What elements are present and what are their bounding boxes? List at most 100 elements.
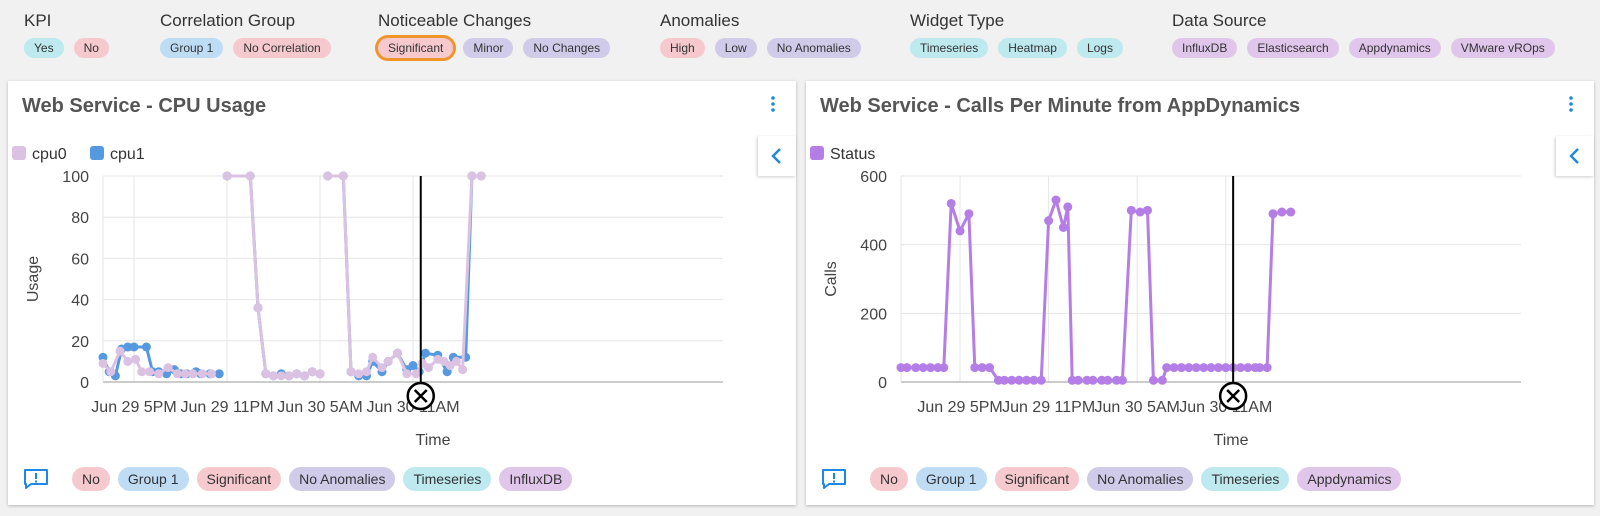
data-point-cpu0[interactable] [269,371,278,381]
data-point-cpu0[interactable] [172,369,182,379]
data-point-cpu0[interactable] [154,369,164,379]
legend-swatch-status[interactable] [810,146,824,160]
data-point-cpu0[interactable] [476,171,486,181]
data-point-cpu0[interactable] [362,367,371,377]
data-point-cpu0[interactable] [338,171,348,181]
data-point-status[interactable] [1126,205,1136,215]
filter-chip-high[interactable]: High [660,38,705,58]
feedback-icon[interactable] [820,467,848,491]
data-point-cpu1[interactable] [98,352,108,362]
data-point-status[interactable] [964,209,974,219]
data-point-status[interactable] [926,363,936,373]
legend-label-cpu0[interactable]: cpu0 [32,146,67,163]
data-point-cpu0[interactable] [354,369,364,379]
data-point-cpu0[interactable] [424,363,433,373]
data-point-status[interactable] [1036,375,1046,385]
legend-swatch-cpu1[interactable] [90,146,104,160]
data-point-status[interactable] [946,198,956,208]
data-point-status[interactable] [1044,216,1054,226]
data-point-cpu0[interactable] [261,369,271,379]
filter-chip-appdynamics[interactable]: Appdynamics [1348,38,1441,58]
data-point-status[interactable] [977,363,987,373]
data-point-status[interactable] [1162,363,1172,373]
filter-chip-minor[interactable]: Minor [463,38,514,58]
tag-chip-significant[interactable]: Significant [994,467,1080,491]
data-point-cpu0[interactable] [284,371,294,381]
filter-chip-logs[interactable]: Logs [1076,38,1123,58]
data-point-cpu0[interactable] [98,358,108,368]
data-point-status[interactable] [1143,205,1153,215]
data-point-status[interactable] [1088,375,1098,385]
data-point-status[interactable] [1135,207,1145,217]
tag-chip-no-anomalies[interactable]: No Anomalies [289,467,396,491]
data-point-status[interactable] [1051,195,1061,205]
data-point-status[interactable] [1029,375,1039,385]
filter-chip-yes[interactable]: Yes [24,38,64,58]
data-point-cpu0[interactable] [346,367,356,377]
data-point-cpu0[interactable] [131,354,141,364]
data-point-cpu0[interactable] [323,171,333,181]
data-point-cpu0[interactable] [137,367,147,377]
data-point-cpu0[interactable] [253,303,263,313]
data-point-status[interactable] [1014,375,1024,385]
data-point-status[interactable] [985,363,995,373]
filter-chip-significant[interactable]: Significant [378,38,454,58]
close-crosshair-icon[interactable] [406,381,435,411]
filter-chip-no-changes[interactable]: No Changes [523,38,611,58]
data-point-cpu0[interactable] [292,369,302,379]
legend-label-status[interactable]: Status [830,146,875,163]
data-point-cpu1[interactable] [129,342,139,352]
data-point-status[interactable] [1103,375,1113,385]
data-point-cpu0[interactable] [207,369,216,379]
data-point-status[interactable] [939,363,949,373]
more-vert-icon[interactable] [1562,95,1580,113]
data-point-status[interactable] [1063,202,1073,212]
data-point-cpu0[interactable] [222,171,232,181]
data-point-status[interactable] [1221,363,1231,373]
data-point-cpu0[interactable] [106,367,116,377]
tag-chip-no[interactable]: No [870,467,908,491]
tag-chip-timeseries[interactable]: Timeseries [403,467,492,491]
data-point-status[interactable] [1262,363,1272,373]
data-point-status[interactable] [1021,375,1031,385]
tag-chip-significant[interactable]: Significant [196,467,282,491]
data-point-status[interactable] [1191,363,1201,373]
data-point-cpu0[interactable] [315,369,325,379]
data-point-status[interactable] [1206,363,1216,373]
data-point-cpu0[interactable] [245,171,255,181]
data-point-cpu0[interactable] [188,369,198,379]
data-point-status[interactable] [1117,375,1127,385]
legend-label-cpu1[interactable]: cpu1 [110,146,145,163]
legend-swatch-cpu0[interactable] [12,146,26,160]
tag-chip-no[interactable]: No [72,467,110,491]
data-point-status[interactable] [1157,375,1167,385]
data-point-status[interactable] [1268,209,1278,219]
data-point-status[interactable] [1243,363,1253,373]
data-point-cpu1[interactable] [420,348,430,358]
data-point-status[interactable] [1213,363,1223,373]
data-point-status[interactable] [1176,363,1186,373]
filter-chip-heatmap[interactable]: Heatmap [998,38,1067,58]
data-point-cpu0[interactable] [307,367,317,377]
data-point-status[interactable] [1169,363,1179,373]
data-point-cpu0[interactable] [123,356,133,366]
tag-chip-group-1[interactable]: Group 1 [915,467,987,491]
tag-chip-no-anomalies[interactable]: No Anomalies [1087,467,1194,491]
data-point-status[interactable] [955,226,965,236]
data-point-status[interactable] [970,363,980,373]
data-point-cpu0[interactable] [377,363,387,373]
collapse-panel-button[interactable] [1556,136,1594,176]
data-point-status[interactable] [911,363,921,373]
filter-chip-no[interactable]: No [73,38,109,58]
data-point-cpu0[interactable] [458,365,468,375]
tag-chip-appdynamics[interactable]: Appdynamics [1297,467,1402,491]
data-point-status[interactable] [902,363,912,373]
tag-chip-influxdb[interactable]: InfluxDB [499,467,573,491]
data-point-cpu0[interactable] [163,363,173,373]
filter-chip-vmware-vrops[interactable]: VMware vROps [1450,38,1555,58]
filter-chip-timeseries[interactable]: Timeseries [910,38,989,58]
filter-chip-low[interactable]: Low [714,38,757,58]
data-point-cpu0[interactable] [393,348,402,358]
filter-chip-no-correlation[interactable]: No Correlation [233,38,331,58]
data-point-cpu0[interactable] [368,352,378,362]
